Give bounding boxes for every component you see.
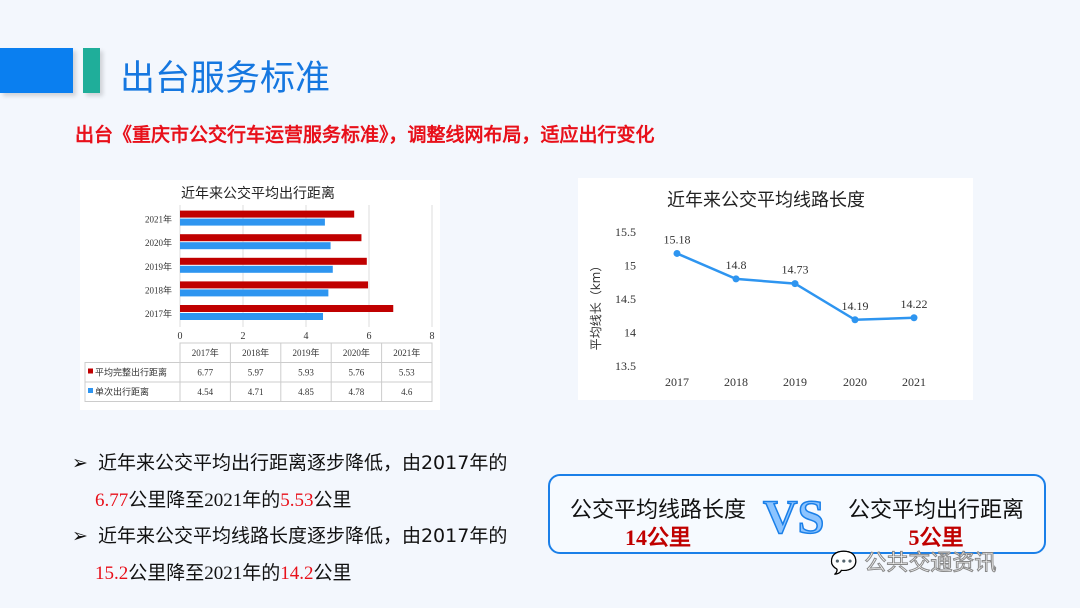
table-cell: 4.85: [298, 387, 314, 397]
x-tick-label: 2019: [783, 375, 807, 389]
table-cell: 5.97: [248, 368, 264, 378]
bullet-2-line2: 15.2公里降至2021年的14.2公里: [95, 558, 352, 585]
y-tick-label: 2021年: [145, 214, 172, 225]
header-accent-bar: [0, 48, 73, 93]
table-cell: 4.54: [197, 387, 213, 397]
bar-single: [180, 289, 329, 297]
legend-swatch: [88, 368, 93, 374]
table-cell: 6.77: [197, 368, 213, 378]
bullet-2: ➢ 近年来公交平均线路长度逐步降低，由2017年的: [72, 521, 507, 548]
table-cell: 5.53: [399, 368, 415, 378]
chart-title: 近年来公交平均出行距离: [181, 185, 335, 202]
line-chart-route-length: 近年来公交平均线路长度 15.5 15 14.5 14 13.5 平均线长（km） 2017 2…: [578, 178, 973, 400]
y-tick-label: 15: [624, 259, 636, 273]
bullet-text: 近年来公交平均线路长度逐步降低，由2017年的: [97, 525, 508, 547]
bullet-1-line2: 6.77公里降至2021年的5.53公里: [95, 485, 352, 512]
vs-label: VS: [762, 490, 825, 545]
x-tick-label: 6: [367, 331, 372, 342]
y-tick-label: 13.5: [615, 359, 636, 373]
bullet-1: ➢ 近年来公交平均出行距离逐步降低，由2017年的: [72, 448, 507, 475]
bar-complete: [180, 210, 355, 218]
data-label: 15.18: [664, 232, 691, 246]
header-teal-bar: [83, 48, 100, 93]
data-label: 14.19: [842, 299, 869, 313]
x-tick-label: 2017: [665, 375, 689, 389]
data-point: [851, 316, 859, 324]
table-header: 2020年: [343, 347, 370, 358]
x-tick-label: 4: [304, 331, 309, 342]
table-cell: 5.93: [298, 368, 314, 378]
legend-swatch: [88, 388, 93, 393]
page-title: 出台服务标准: [120, 59, 331, 99]
value: 14.2: [280, 563, 314, 584]
data-point: [732, 275, 740, 283]
y-tick-label: 2018年: [145, 284, 172, 295]
data-point: [791, 280, 799, 288]
bar-single: [180, 313, 324, 320]
bar-complete: [180, 257, 367, 265]
chart-title: 近年来公交平均线路长度: [667, 190, 865, 211]
x-tick-label: 2021: [902, 375, 926, 389]
data-label: 14.8: [726, 258, 747, 272]
table-header: 2017年: [192, 347, 219, 358]
bar-single: [180, 265, 333, 273]
text: 公里: [313, 563, 352, 584]
table-header: 2021年: [393, 347, 420, 358]
left-label: 公交平均线路长度: [569, 498, 746, 523]
value: 5.53: [280, 490, 314, 511]
value: 15.2: [95, 563, 129, 584]
y-tick-label: 2020年: [145, 237, 172, 248]
right-label: 公交平均出行距离: [847, 498, 1024, 523]
bullet-marker: ➢: [72, 525, 88, 547]
bar-complete: [180, 234, 362, 242]
watermark: 💬 公共交通资讯: [829, 545, 997, 577]
table-border: [179, 342, 433, 402]
table-cell: 4.71: [248, 387, 264, 397]
y-tick-label: 15.5: [615, 225, 636, 239]
bullet-marker: ➢: [72, 452, 88, 474]
comparison-box: 公交平均线路长度 14公里 VS 公交平均出行距离 5公里: [548, 474, 1046, 554]
bar-single: [180, 218, 325, 226]
data-point: [910, 314, 918, 322]
legend-label: 单次出行距离: [95, 386, 149, 398]
table-cell: 5.76: [349, 368, 365, 378]
table-cell: 4.6: [401, 387, 413, 397]
y-axis-label: 平均线长（km）: [589, 260, 603, 351]
x-tick-label: 8: [430, 331, 435, 342]
y-tick-label: 14: [624, 326, 636, 340]
bar-complete: [180, 305, 394, 312]
legend-label: 平均完整出行距离: [95, 367, 167, 379]
bar-single: [180, 242, 331, 250]
watermark-text: 公共交通资讯: [864, 551, 997, 577]
table-header: 2018年: [242, 347, 269, 358]
value: 6.77: [95, 490, 129, 511]
text: 公里: [313, 490, 352, 511]
bullet-text: 近年来公交平均出行距离逐步降低，由2017年的: [97, 452, 508, 474]
data-label: 14.73: [782, 263, 809, 277]
bar-chart-travel-distance: 近年来公交平均出行距离 0 2 4 6 8 2017年 2018年 2019年 2020年 2021…: [80, 180, 440, 410]
text: 公里降至2021年的: [128, 563, 281, 584]
x-tick-label: 0: [178, 331, 183, 342]
x-tick-label: 2: [241, 331, 246, 342]
y-tick-label: 14.5: [615, 292, 636, 306]
text: 公里降至2021年的: [128, 490, 281, 511]
table-header: 2019年: [292, 347, 319, 358]
right-value: 5公里: [908, 525, 964, 550]
page-subtitle: 出台《重庆市公交行车运营服务标准》，调整线网布局，适应出行变化: [75, 124, 655, 146]
left-value: 14公里: [624, 525, 691, 550]
x-tick-label: 2018: [724, 375, 748, 389]
y-tick-label: 2017年: [145, 308, 172, 319]
y-tick-label: 2019年: [145, 261, 172, 272]
data-label: 14.22: [901, 297, 928, 311]
bar-complete: [180, 281, 369, 289]
table-cell: 4.78: [349, 387, 365, 397]
data-point: [673, 249, 681, 257]
x-tick-label: 2020: [843, 375, 867, 389]
wechat-icon: 💬: [829, 551, 858, 577]
